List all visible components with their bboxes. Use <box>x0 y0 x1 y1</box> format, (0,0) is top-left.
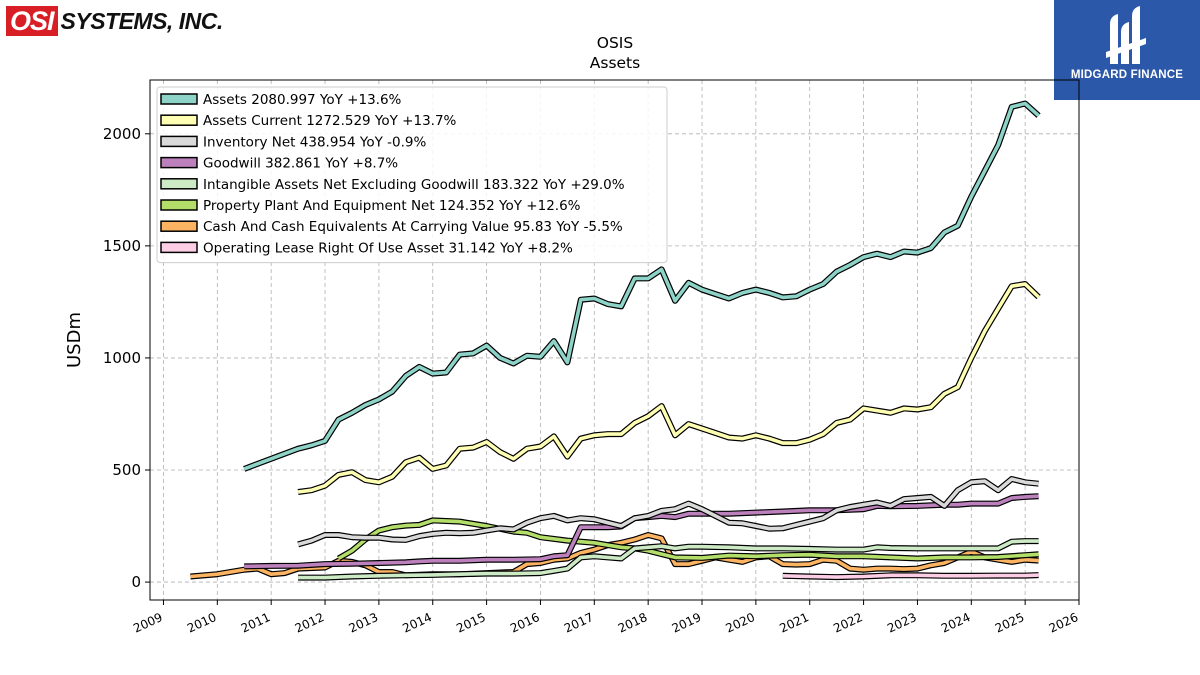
osi-systems-logo: OSI SYSTEMS, INC. <box>6 4 223 38</box>
x-tick-label: 2022 <box>831 610 865 636</box>
legend-entry: Inventory Net 438.954 YoY -0.9% <box>203 134 426 150</box>
series-operating-lease-right-of-use-asset <box>782 572 1039 581</box>
osi-logo-wordmark: SYSTEMS, INC. <box>60 7 224 34</box>
x-tick-label: 2014 <box>400 610 434 636</box>
legend-swatch <box>160 241 198 254</box>
x-tick-label: 2010 <box>185 610 219 636</box>
series-line <box>337 518 1039 561</box>
series-intangible-assets-net-excluding-goodwill <box>298 538 1039 581</box>
x-tick-label: 2021 <box>777 610 811 636</box>
series-line <box>782 573 1039 579</box>
legend-box <box>156 86 668 264</box>
series-assets <box>243 100 1041 472</box>
legend-entry: Operating Lease Right Of Use Asset 31.14… <box>203 240 573 256</box>
x-tick-label: 2017 <box>562 610 596 636</box>
legend-entry: Assets 2080.997 YoY +13.6% <box>203 92 402 108</box>
y-tick-label: 500 <box>112 461 141 479</box>
series-line <box>297 477 1039 547</box>
legend-entry: Property Plant And Equipment Net 124.352… <box>203 198 581 214</box>
midgard-emblem-icon <box>1106 6 1146 64</box>
x-tick-label: 2025 <box>993 610 1027 636</box>
plot-frame <box>149 79 1080 601</box>
legend-swatch <box>160 199 198 211</box>
series-property-plant-and-equipment-net <box>336 517 1039 562</box>
y-tick-label: 1000 <box>103 349 141 367</box>
x-tick-label: 2012 <box>293 610 327 636</box>
x-tick-label: 2013 <box>347 610 381 636</box>
x-tick-label: 2023 <box>885 610 919 636</box>
legend: Assets 2080.997 YoY +13.6% Assets Current… <box>156 86 668 264</box>
x-tick-label: 2016 <box>508 610 542 636</box>
legend-swatch <box>160 114 198 126</box>
series-line <box>243 101 1040 471</box>
x-tick-label: 2024 <box>939 610 973 636</box>
x-tick-label: 2019 <box>670 610 704 636</box>
x-tick-label: 2015 <box>454 610 488 636</box>
midgard-finance-logo: MIDGARD FINANCE <box>1054 0 1200 100</box>
legend-swatch <box>160 220 198 232</box>
legend-entry: Intangible Assets Net Excluding Goodwill… <box>203 177 625 193</box>
series-inventory-net <box>297 476 1039 548</box>
x-tick-label: 2018 <box>616 610 650 636</box>
legend-swatch <box>160 156 198 169</box>
y-axis-label: USDm <box>64 312 85 368</box>
chart-title: OSIS <box>597 34 633 52</box>
y-tick-label: 1500 <box>103 237 141 255</box>
legend-entry: Goodwill 382.861 YoY +8.7% <box>203 156 398 172</box>
legend-swatch <box>160 135 198 148</box>
series-line <box>297 282 1040 494</box>
x-tick-label: 2009 <box>131 610 165 636</box>
chart-subtitle: Assets <box>590 54 640 72</box>
y-tick-label: 0 <box>131 573 141 591</box>
legend-swatch <box>160 93 198 105</box>
y-tick-label: 2000 <box>103 125 141 143</box>
osi-logo-mark: OSI <box>6 6 58 36</box>
x-tick-label: 2011 <box>239 610 273 636</box>
legend-swatch <box>160 178 198 190</box>
x-tick-label: 2020 <box>724 610 758 636</box>
series-lines <box>190 100 1041 581</box>
series-line <box>298 539 1039 580</box>
legend-entry: Cash And Cash Equivalents At Carrying Va… <box>203 219 623 235</box>
publisher-name: MIDGARD FINANCE <box>1070 69 1184 81</box>
x-tick-label: 2026 <box>1047 610 1081 636</box>
series-line-outline <box>336 517 1039 562</box>
legend-entry: Assets Current 1272.529 YoY +13.7% <box>203 113 457 129</box>
series-assets-current <box>297 281 1041 495</box>
